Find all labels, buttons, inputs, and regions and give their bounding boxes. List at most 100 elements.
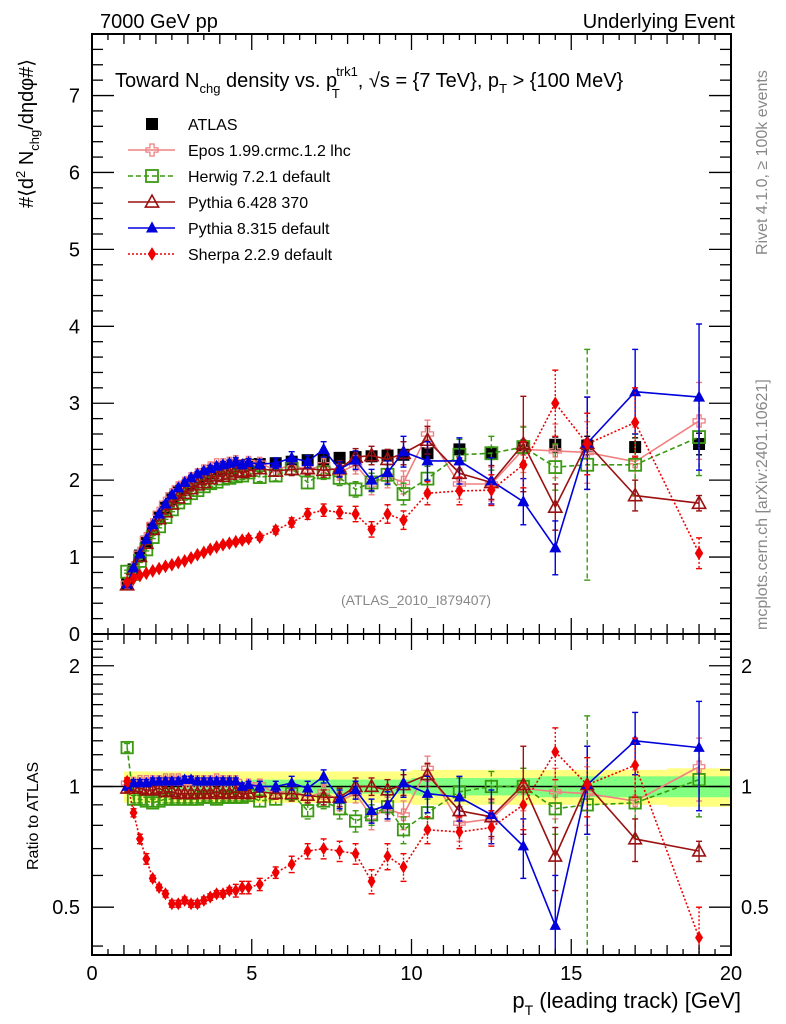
data-point [148, 871, 157, 885]
data-point [551, 396, 560, 411]
data-point [151, 780, 167, 794]
header-right-label: Underlying Event [583, 11, 736, 33]
data-point [349, 783, 362, 795]
mcplots-label: mcplots.cern.ch [arXiv:2401.10621] [754, 379, 771, 630]
data-point [367, 522, 376, 537]
data-point [317, 442, 330, 454]
data-point [268, 785, 284, 800]
data-point [548, 460, 563, 474]
legend-label: Sherpa 2.2.9 default [188, 247, 333, 264]
ratio-panel-series [119, 700, 707, 955]
data-point [692, 760, 706, 774]
data-point [399, 513, 408, 528]
data-point [189, 476, 206, 491]
data-point [299, 460, 316, 475]
data-point [631, 758, 640, 772]
data-point [333, 792, 346, 804]
legend-marker [145, 143, 159, 157]
data-point [285, 451, 298, 463]
data-point [693, 741, 705, 752]
data-point [285, 776, 298, 788]
data-point [547, 498, 564, 513]
data-point [381, 465, 394, 477]
data-point [365, 804, 378, 816]
data-point [333, 462, 346, 474]
data-point [142, 566, 151, 581]
data-point [691, 494, 708, 510]
y-tick-label: 5 [69, 239, 80, 261]
legend: ATLAS Epos 1.99.crmc.1.2 lhc Herwig 7.2.1 … [128, 117, 351, 264]
data-point [202, 470, 219, 485]
data-point [244, 880, 253, 895]
data-point [583, 437, 592, 451]
data-point [253, 457, 266, 469]
data-point [348, 482, 363, 497]
data-point [549, 541, 562, 553]
data-point [157, 503, 174, 518]
data-point [351, 507, 360, 521]
data-point [487, 820, 496, 835]
data-point [548, 785, 562, 799]
data-point [583, 778, 592, 792]
y-tick-label: 7 [69, 86, 80, 108]
data-point [195, 473, 212, 489]
data-point [178, 475, 191, 487]
series-sherpa-2-2-9-default [123, 727, 704, 955]
data-point [519, 798, 528, 812]
data-point [237, 533, 247, 548]
legend-item: ATLAS [146, 117, 238, 134]
data-point [693, 390, 706, 402]
data-point [135, 832, 144, 846]
data-point [142, 852, 151, 866]
data-point [397, 445, 410, 457]
legend-marker [145, 169, 159, 183]
data-point [421, 454, 434, 466]
data-point [271, 523, 280, 538]
data-point [186, 550, 196, 565]
data-point [351, 847, 360, 861]
data-point [692, 414, 706, 428]
data-point [397, 776, 410, 788]
data-point [421, 787, 434, 798]
x-tick-label: 15 [560, 963, 582, 985]
data-point [242, 778, 255, 790]
data-point [287, 857, 296, 871]
data-point [547, 848, 563, 862]
data-point [348, 814, 363, 828]
y-tick-label: 3 [69, 393, 80, 415]
data-point [455, 825, 464, 839]
legend-label: Pythia 6.428 370 [188, 195, 308, 212]
data-point [453, 790, 466, 802]
data-point [127, 561, 140, 573]
legend-marker [144, 193, 160, 208]
data-point [420, 427, 435, 441]
data-point [228, 783, 244, 798]
data-point [193, 547, 202, 562]
data-point [206, 890, 215, 904]
ratio-y-tick-label-right: 0.5 [741, 897, 769, 919]
data-point [234, 463, 251, 479]
data-point [316, 789, 332, 803]
data-point [519, 457, 528, 472]
x-axis-label: pT (leading track) [GeV] [512, 988, 741, 1018]
data-point [225, 536, 234, 551]
data-point [627, 486, 644, 502]
data-point [397, 808, 410, 822]
data-point [225, 884, 234, 898]
legend-item: Epos 1.99.crmc.1.2 lhc [128, 143, 351, 160]
data-point [515, 776, 531, 791]
series-line [126, 750, 700, 938]
data-point [164, 783, 180, 798]
data-point [319, 842, 328, 856]
rivet-version-label: Rivet 4.1.0, ≥ 100k events [754, 70, 771, 255]
data-point [319, 503, 328, 518]
legend-item: Pythia 8.315 default [128, 221, 330, 238]
data-point [628, 457, 643, 472]
data-point [381, 798, 394, 810]
data-point [161, 887, 170, 901]
data-point [191, 467, 204, 479]
data-point [548, 802, 562, 816]
data-point [453, 454, 466, 466]
data-point [255, 877, 264, 891]
data-point [208, 783, 225, 798]
